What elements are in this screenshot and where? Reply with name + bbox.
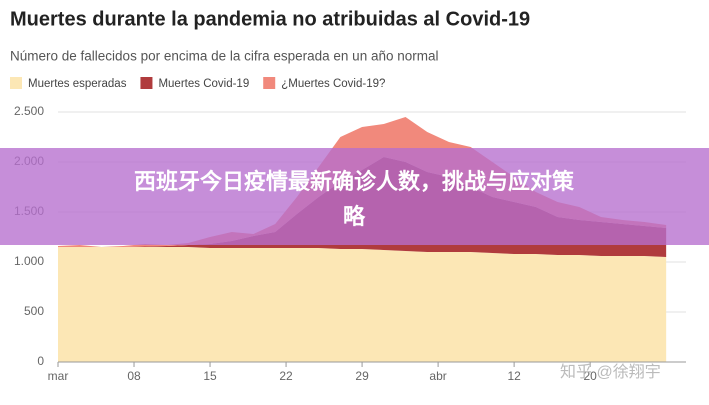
banner-text: 略 [343, 204, 366, 229]
chart-title: Muertes durante la pandemia no atribuida… [10, 8, 530, 30]
y-tick-label: 2.500 [14, 104, 44, 118]
legend-label: Muertes esperadas [28, 78, 127, 90]
banner-text: 西班牙今日疫情最新确诊人数，挑战与应对策 [134, 169, 575, 194]
area [58, 247, 667, 362]
y-tick-label: 1.000 [14, 254, 44, 268]
x-tick-label: 20 [583, 369, 597, 383]
watermark: 知乎 @徐翔宇 [560, 363, 661, 381]
banner-bg [0, 148, 709, 245]
legend-label: Muertes Covid-19 [158, 78, 249, 90]
x-tick-label: 12 [507, 369, 521, 383]
chart-subtitle: Número de fallecidos por encima de la ci… [10, 49, 439, 64]
x-tick-label: 08 [127, 369, 141, 383]
area [58, 117, 667, 247]
x-tick-label: 29 [355, 369, 369, 383]
y-tick-label: 0 [37, 354, 44, 368]
x-tick-label: 22 [279, 369, 293, 383]
legend-swatch [10, 77, 22, 89]
legend-swatch [263, 77, 276, 89]
legend-label: ¿Muertes Covid-19? [281, 78, 385, 90]
x-tick-label: 15 [203, 369, 217, 383]
legend-swatch [140, 77, 153, 89]
x-tick-label: mar [48, 369, 69, 383]
x-tick-label: abr [429, 369, 446, 383]
y-tick-label: 500 [24, 304, 44, 318]
